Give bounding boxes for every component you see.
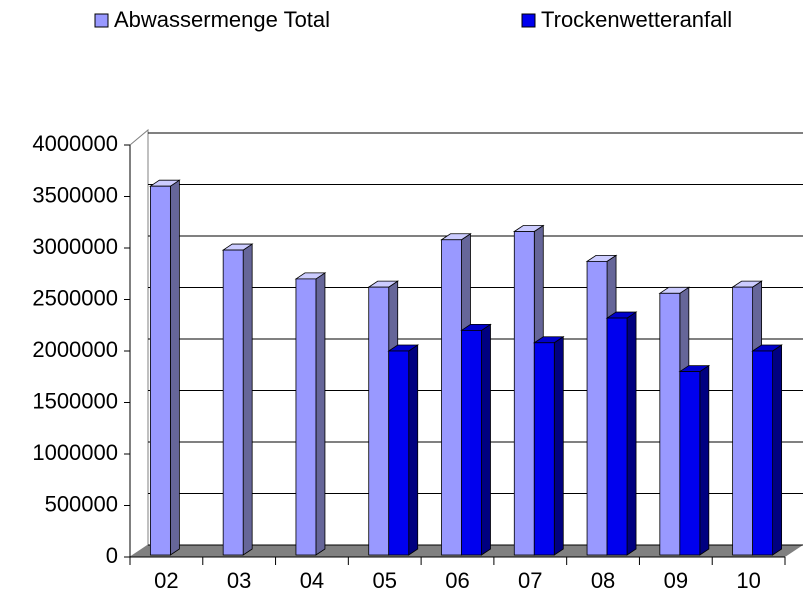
bar-front <box>732 286 754 556</box>
legend-swatch <box>94 13 109 28</box>
y-tick-label: 4000000 <box>32 131 118 156</box>
x-tick-label: 06 <box>445 568 469 593</box>
bar-front <box>659 292 681 556</box>
x-tick-label: 09 <box>664 568 688 593</box>
bar-side <box>553 336 564 556</box>
x-tick-label: 03 <box>227 568 251 593</box>
bar-front <box>149 185 171 556</box>
bar-side <box>772 344 783 556</box>
bar-front <box>295 278 317 556</box>
bar-side <box>408 344 419 556</box>
bar-side <box>315 272 326 556</box>
bar <box>387 344 420 556</box>
bar-side <box>481 323 491 556</box>
bar-front <box>368 286 390 556</box>
x-tick-label: 02 <box>154 568 178 593</box>
bar-front <box>752 350 774 556</box>
bar-front <box>441 239 462 556</box>
bar-side <box>699 364 710 556</box>
y-tick-label: 500000 <box>45 491 118 516</box>
x-tick-label: 07 <box>518 568 542 593</box>
x-tick-label: 10 <box>736 568 760 593</box>
bar-front <box>606 317 628 556</box>
bar-front <box>513 231 535 556</box>
y-tick-label: 2500000 <box>32 285 118 310</box>
y-tick-label: 3000000 <box>32 234 118 259</box>
y-tick-label: 2000000 <box>32 337 118 362</box>
bar-side <box>242 243 253 556</box>
y-tick-label: 0 <box>106 543 118 568</box>
bar-side <box>626 311 637 556</box>
legend-swatch <box>521 13 536 28</box>
bar-side <box>169 179 180 556</box>
y-tick-label: 1000000 <box>32 440 118 465</box>
bar <box>294 272 327 556</box>
x-tick-label: 08 <box>591 568 615 593</box>
legend-label: Abwassermenge Total <box>114 7 330 32</box>
bar <box>678 364 711 556</box>
bar-front <box>222 249 244 556</box>
bar <box>149 179 181 556</box>
bar-front <box>461 329 482 556</box>
bar-front <box>533 342 555 556</box>
bar-front <box>679 371 701 556</box>
bar-front <box>586 260 608 556</box>
side-wall <box>129 128 149 558</box>
x-tick-label: 05 <box>372 568 396 593</box>
x-tick-label: 04 <box>300 568 324 593</box>
bar <box>460 323 492 556</box>
bar <box>221 243 254 556</box>
legend-label: Trockenwetteranfall <box>541 7 732 32</box>
bar <box>751 344 783 556</box>
bar <box>605 311 638 556</box>
y-tick-label: 1500000 <box>32 388 118 413</box>
bar-front <box>388 350 410 556</box>
bar <box>532 336 565 556</box>
y-tick-label: 3500000 <box>32 182 118 207</box>
